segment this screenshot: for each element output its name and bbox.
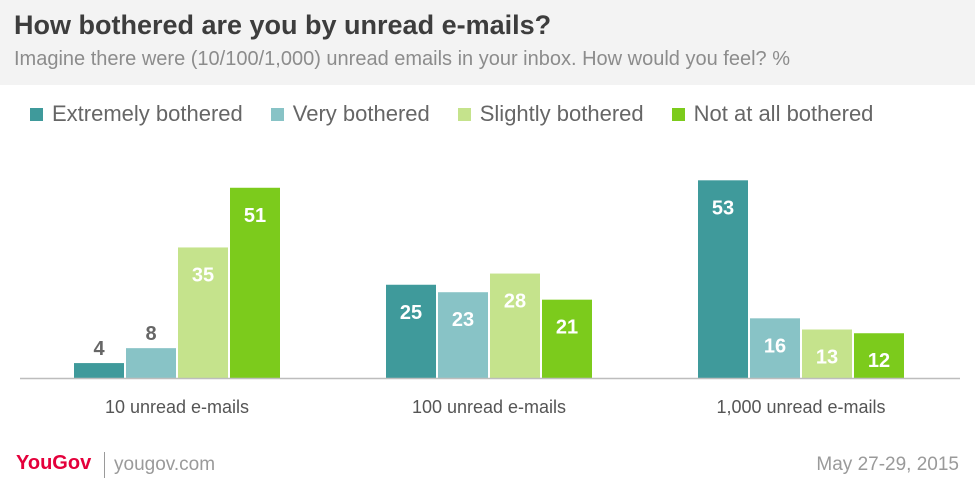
bar — [698, 180, 748, 378]
legend-label: Extremely bothered — [52, 101, 243, 126]
bar — [750, 318, 800, 378]
data-label: 28 — [504, 291, 526, 313]
data-label: 13 — [816, 347, 838, 369]
bar — [438, 292, 488, 378]
legend-item: Not at all bothered — [671, 101, 874, 127]
header-band: How bothered are you by unread e-mails? … — [0, 0, 975, 85]
legend-swatch — [270, 107, 284, 121]
bar — [126, 348, 176, 378]
data-label: 53 — [712, 197, 734, 219]
data-label: 4 — [93, 338, 105, 360]
legend-swatch — [671, 107, 685, 121]
legend-label: Slightly bothered — [479, 101, 644, 126]
bar — [854, 333, 904, 378]
footer-url: yougov.com — [114, 454, 216, 475]
footer-divider — [104, 452, 105, 478]
bar — [178, 247, 228, 378]
category-label: 1,000 unread e-mails — [716, 397, 885, 417]
legend: Extremely bothered Very bothered Slightly … — [30, 100, 901, 128]
data-label: 8 — [145, 323, 156, 345]
bar — [542, 299, 592, 378]
survey-date: May 27-29, 2015 — [816, 454, 959, 475]
legend-swatch — [30, 107, 43, 121]
bar — [230, 187, 280, 378]
legend-item: Slightly bothered — [457, 101, 644, 127]
data-label: 12 — [868, 350, 890, 372]
yougov-logo: YouGov — [16, 452, 92, 474]
legend-item: Very bothered — [270, 101, 430, 127]
data-label: 21 — [556, 317, 578, 339]
chart-subtitle: Imagine there were (10/100/1,000) unread… — [14, 48, 790, 70]
bar — [74, 363, 124, 378]
bar — [802, 329, 852, 378]
bar — [386, 284, 436, 378]
legend-label: Very bothered — [292, 101, 430, 126]
legend-swatch — [457, 107, 471, 121]
category-label: 100 unread e-mails — [412, 397, 566, 417]
data-label: 35 — [192, 264, 214, 286]
legend-label: Not at all bothered — [693, 101, 874, 126]
bar — [490, 273, 540, 378]
legend-item: Extremely bothered — [30, 101, 243, 127]
data-label: 23 — [452, 309, 474, 331]
data-label: 51 — [244, 205, 266, 227]
category-label: 10 unread e-mails — [105, 397, 249, 417]
data-label: 25 — [400, 302, 422, 324]
data-label: 16 — [764, 335, 786, 357]
chart-title: How bothered are you by unread e-mails? — [14, 10, 552, 40]
